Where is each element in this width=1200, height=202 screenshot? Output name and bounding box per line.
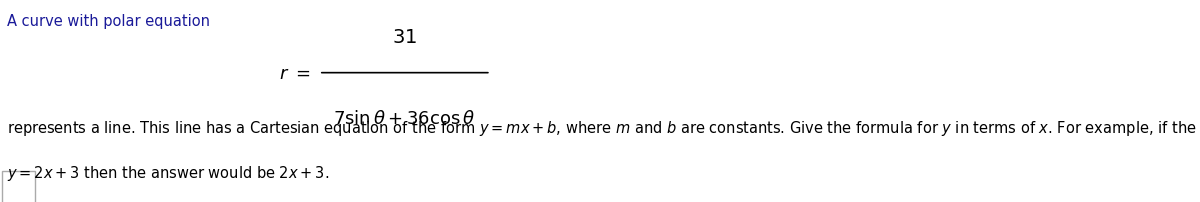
Text: $31$: $31$: [392, 28, 416, 46]
Text: $7\sin\theta + 36\cos\theta$: $7\sin\theta + 36\cos\theta$: [334, 109, 475, 127]
Text: $y = 2x + 3$ then the answer would be $2x + 3$.: $y = 2x + 3$ then the answer would be $2…: [7, 163, 330, 182]
FancyBboxPatch shape: [1, 171, 35, 202]
Text: $r\ =$: $r\ =$: [280, 64, 311, 82]
Text: represents a line. This line has a Cartesian equation of the form $y = mx + b$, : represents a line. This line has a Carte…: [7, 118, 1200, 137]
Text: A curve with polar equation: A curve with polar equation: [7, 14, 210, 29]
